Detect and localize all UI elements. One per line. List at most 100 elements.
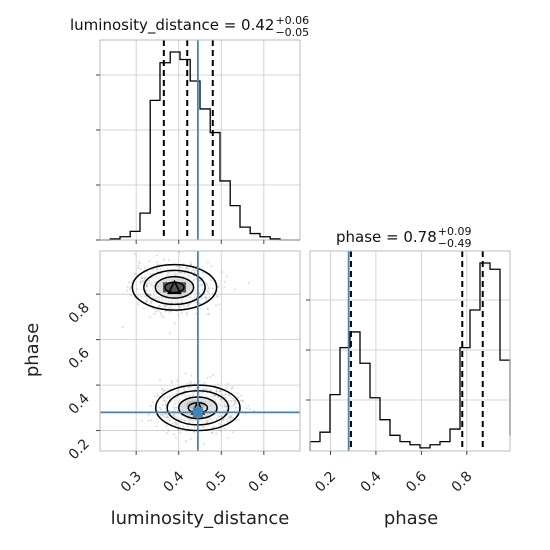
sample-point (224, 280, 226, 283)
sample-point (121, 326, 124, 329)
sample-point (163, 389, 166, 392)
sample-point (233, 399, 235, 402)
sample-point (181, 425, 184, 428)
sample-point (129, 288, 132, 291)
title-luminosity-distance-minus: −0.05 (275, 26, 309, 39)
sample-point (213, 394, 216, 397)
sample-point (176, 428, 179, 431)
sample-point (153, 313, 156, 315)
sample-point (219, 430, 222, 433)
sample-point (164, 409, 167, 412)
sample-point (139, 280, 142, 283)
sample-point (207, 288, 210, 291)
sample-point (169, 419, 171, 422)
sample-point (248, 408, 251, 411)
sample-point (234, 400, 237, 403)
sample-point (218, 423, 221, 425)
sample-point (154, 310, 157, 313)
sample-point (145, 301, 148, 304)
sample-point (207, 291, 210, 294)
sample-point (237, 396, 240, 399)
sample-point (245, 407, 248, 410)
sample-point (168, 418, 171, 421)
sample-point (234, 419, 237, 422)
sample-point (165, 310, 168, 313)
sample-point (185, 266, 188, 269)
sample-point (150, 299, 153, 302)
sample-point (202, 425, 205, 428)
contour-line (154, 275, 195, 299)
sample-point (224, 393, 227, 396)
sample-point (230, 414, 233, 417)
sample-point (215, 432, 218, 435)
sample-point (224, 405, 227, 408)
luminosity-distance-tick-label: 0.4 (160, 468, 187, 495)
histogram-phase (309, 262, 511, 451)
sample-point (144, 266, 146, 269)
sample-point (215, 389, 218, 392)
sample-point (215, 390, 218, 393)
sample-point (171, 414, 174, 417)
sample-point (161, 413, 164, 416)
sample-point (224, 393, 227, 396)
sample-point (227, 416, 230, 419)
sample-point (198, 386, 201, 389)
sample-point (163, 416, 166, 419)
sample-point (145, 285, 148, 288)
sample-point (158, 379, 161, 382)
sample-point (217, 383, 220, 386)
sample-point (200, 283, 203, 286)
sample-point (183, 386, 186, 389)
y-axis-label-phase: phase (22, 323, 43, 377)
sample-point (156, 393, 159, 396)
sample-point (174, 424, 177, 427)
sample-point (206, 313, 209, 316)
sample-point (179, 266, 181, 269)
sample-point (168, 306, 171, 309)
sample-point (247, 405, 250, 408)
sample-point (194, 269, 197, 272)
sample-point (159, 407, 162, 409)
sample-point (171, 422, 174, 425)
sample-point (220, 271, 223, 274)
panel-frame-bl (99, 250, 301, 452)
sample-point (140, 295, 143, 298)
sample-point (201, 271, 204, 274)
sample-point (164, 305, 167, 308)
sample-point (134, 253, 136, 256)
sample-point (155, 425, 158, 428)
sample-point (136, 288, 138, 291)
sample-point (164, 403, 167, 406)
sample-point (217, 285, 220, 288)
sample-point (160, 312, 163, 315)
phase-x-tick-label: 0.4 (358, 468, 385, 495)
title-phase-prefix: phase = (336, 228, 403, 246)
title-luminosity-distance-plus: +0.06 (275, 14, 309, 27)
sample-point (217, 303, 220, 306)
sample-point (187, 305, 190, 308)
sample-point (198, 279, 201, 282)
sample-point (231, 405, 233, 408)
sample-point (160, 314, 163, 317)
sample-point (163, 399, 166, 402)
sample-point (163, 304, 166, 307)
sample-point (206, 261, 209, 264)
sample-point (229, 418, 232, 421)
sample-point (166, 414, 169, 417)
sample-point (225, 405, 228, 408)
sample-point (164, 404, 167, 407)
sample-point (206, 290, 209, 293)
sample-point (187, 425, 190, 428)
x-axis-label-luminosity-distance: luminosity_distance (111, 508, 290, 529)
sample-point (222, 419, 224, 422)
sample-point (181, 267, 184, 270)
sample-point (203, 442, 206, 445)
sample-point (226, 437, 229, 440)
sample-point (241, 400, 244, 403)
sample-point (198, 293, 201, 296)
sample-point (173, 322, 176, 325)
sample-point (190, 263, 193, 266)
sample-point (141, 277, 144, 280)
sample-point (193, 382, 196, 385)
sample-point (215, 304, 217, 307)
